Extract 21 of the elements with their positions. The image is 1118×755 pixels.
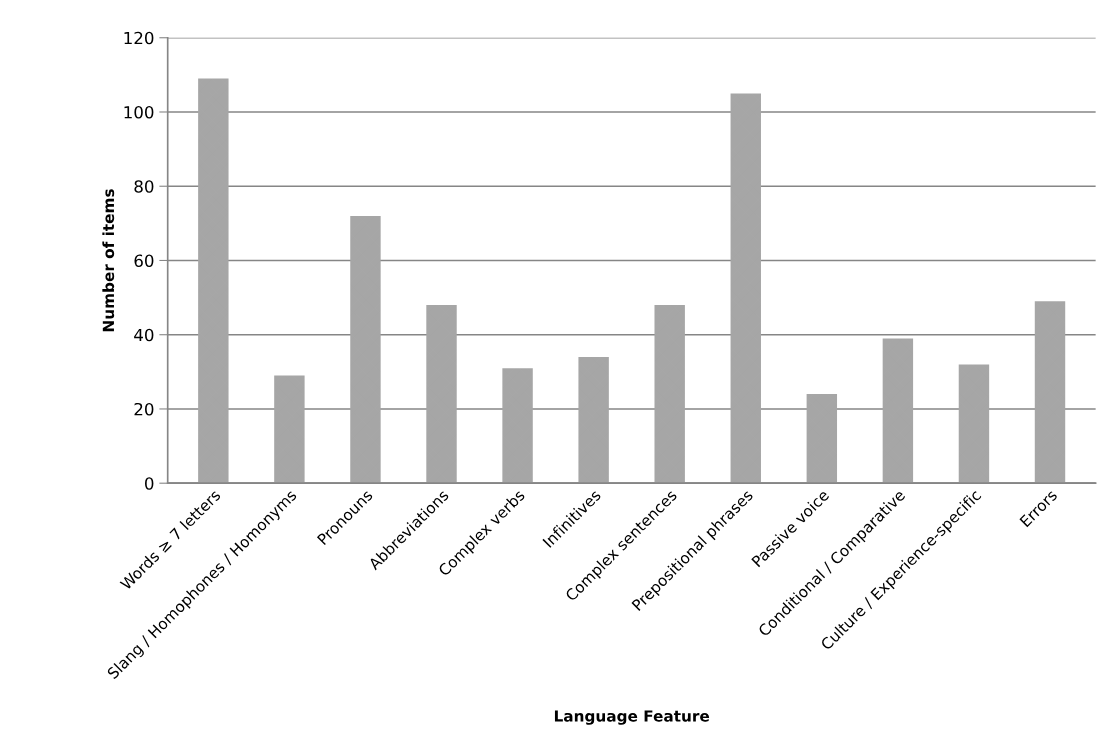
- y-tick-label: 20: [134, 402, 154, 416]
- bar: [502, 368, 533, 484]
- y-tick-label: 80: [134, 180, 154, 193]
- bar: [882, 338, 914, 484]
- bar: [578, 356, 609, 484]
- y-tick-label: 120: [124, 31, 154, 45]
- y-axis-title: Number of items: [102, 189, 115, 332]
- x-axis-title: Language Feature: [554, 710, 710, 725]
- bar: [274, 375, 305, 484]
- y-tick-label: 100: [124, 105, 154, 119]
- bar: [806, 394, 838, 484]
- bar: [654, 305, 685, 484]
- bar: [1034, 301, 1066, 484]
- bar: [350, 215, 381, 484]
- bar: [730, 93, 761, 484]
- y-tick-label: 60: [134, 254, 154, 268]
- bar: [958, 364, 990, 484]
- y-tick-label: 40: [134, 328, 154, 342]
- bar: [426, 305, 457, 484]
- y-tick-label: 0: [145, 477, 154, 490]
- bar: [198, 78, 229, 484]
